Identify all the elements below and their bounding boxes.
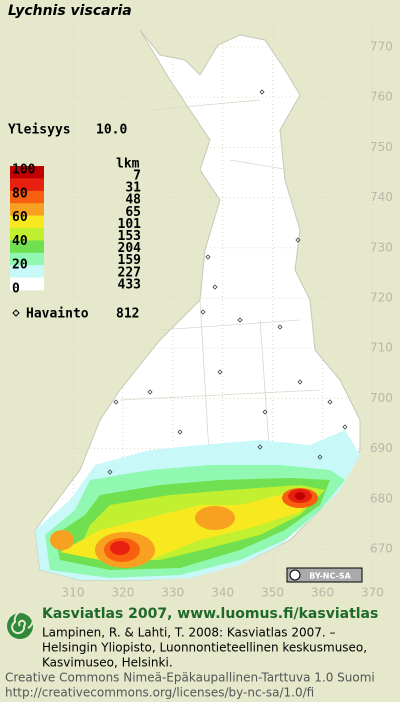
grid-y-label: 700 [370,391,393,405]
density-cells [35,430,360,580]
grid-y-label: 730 [370,240,393,254]
grid-x-label: 330 [161,586,184,600]
observation-symbol [12,309,20,317]
site-title: Kasviatlas 2007, www.luomus.fi/kasviatla… [42,606,378,622]
grid-y-label: 720 [370,291,393,305]
observation-label: Havainto [26,307,89,322]
grid: 770 760 750 740 730 720 710 700 690 680 670 310 320 3… [30,20,395,600]
frequency-value: 10.0 [96,123,127,138]
scale-label: 40 [12,234,28,249]
grid-x-label: 370 [361,586,384,600]
count-label: 204 [118,241,142,256]
count-label: 153 [118,229,141,244]
count-label: 433 [118,277,141,292]
grid-x-label: 340 [211,586,234,600]
count-label: 7 [133,169,141,184]
regions [119,99,321,471]
grid-y-label: 750 [370,140,393,154]
frequency-label: Yleisyys [8,123,71,138]
legend-swatch [10,277,44,291]
observation-count: 812 [116,307,139,322]
citation-line: Kasvimuseo, Helsinki. [42,656,173,670]
legend-swatch [10,190,44,204]
grid-x-label: 310 [62,586,85,600]
scale-label: 20 [12,258,28,273]
scale-label: 0 [12,282,20,297]
grid-y-label: 690 [370,441,393,455]
logo [7,610,34,639]
citation-line: Helsingin Yliopisto, Luonnontieteellinen… [42,641,367,655]
scale-label: 100 [12,163,36,178]
citation-line: Lampinen, R. & Lahti, T. 2008: Kasviatla… [42,626,336,640]
species-title: Lychnis viscaria [8,3,132,19]
legend-swatch [10,178,44,192]
scale-label: 80 [12,186,28,201]
grid-y-label: 670 [370,542,393,556]
legend-swatch [10,252,44,266]
grid-y-label: 740 [370,190,393,204]
license-line: http://creativecommons.org/licenses/by-n… [5,686,314,700]
grid-x-label: 360 [311,586,334,600]
legend-swatch [10,166,44,179]
legend-swatch [10,215,44,229]
count-label: 31 [125,181,141,196]
count-label: 227 [118,265,141,280]
grid-y-label: 710 [370,341,393,355]
footer: Lampinen, R. & Lahti, T. 2008: Kasviatla… [5,626,375,700]
scale-label: 60 [12,210,28,225]
count-label: 48 [125,193,141,208]
count-label: 159 [118,253,141,268]
count-label: 101 [118,217,142,232]
legend-swatch [10,203,44,216]
license-line: Creative Commons Nimeä-Epäkaupallinen-Ta… [5,671,375,685]
grid-y-label: 680 [370,491,393,505]
observation-dots [107,89,348,475]
badge-text: BY-NC-SA [309,572,351,581]
legend-swatch [10,265,44,278]
count-label: 65 [125,205,141,220]
legend-swatch [10,228,44,241]
grid-x-label: 350 [261,586,284,600]
license-badge: BY-NC-SA [286,567,363,583]
grid-y-label: 760 [370,90,393,104]
legend-swatch [10,240,44,254]
count-header: lkm [116,157,140,172]
grid-y-label: 770 [370,40,393,54]
grid-x-label: 320 [111,586,134,600]
